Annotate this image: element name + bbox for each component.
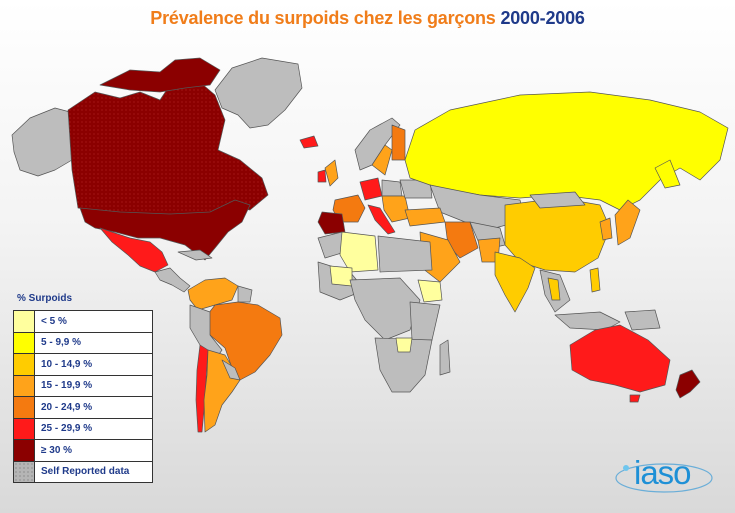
region-new-zealand [675,369,701,399]
region-thailand [547,277,561,301]
region-southern-africa [374,337,433,393]
region-india [494,251,536,313]
logo-orbit-icon [615,463,713,493]
region-korea [599,217,613,241]
region-balkans [381,195,411,223]
region-botswana [395,337,413,353]
region-poland [381,179,403,197]
region-paraguay [221,359,241,381]
region-ethiopia [417,279,443,303]
legend-label: ≥ 30 % [41,444,73,456]
region-iceland [299,135,319,149]
region-kamchatka [654,159,681,189]
map-title: Prévalence du surpoids chez les garçons … [0,8,735,29]
region-ireland [317,169,327,183]
region-tasmania [629,394,641,403]
legend-row: ≥ 30 % [14,440,152,462]
legend-row: 10 - 14,9 % [14,354,152,376]
legend-swatch [14,332,35,353]
region-indonesia [554,311,621,331]
region-italy [367,204,396,235]
iaso-logo: iaso [612,452,722,500]
legend-label: 25 - 29,9 % [41,423,93,435]
legend-label: 20 - 24,9 % [41,401,93,413]
region-usa [79,199,251,261]
legend-label: 5 - 9,9 % [41,337,82,349]
map-legend: % Surpoids < 5 % 5 - 9,9 % 10 - 14,9 % 15 -… [13,293,153,483]
region-australia [569,324,671,393]
region-venezuela-colombia [187,277,239,311]
legend-title: % Surpoids [17,293,73,304]
region-germany [359,177,383,201]
legend-swatch [14,461,35,482]
region-mali [329,265,353,287]
region-japan [614,199,641,246]
region-greenland [214,57,303,129]
region-central-africa [349,277,421,341]
legend-swatch [14,440,35,461]
logo-text: iaso [634,454,692,491]
region-alaska [11,107,73,177]
legend-label: 10 - 14,9 % [41,358,93,370]
legend-swatch [14,397,35,418]
legend-swatch [14,354,35,375]
region-algeria [339,231,379,273]
legend-label: < 5 % [41,315,67,327]
legend-row: 20 - 24,9 % [14,397,152,419]
title-main: Prévalence du surpoids chez les garçons [150,8,496,28]
region-finland [391,124,406,161]
region-east-africa [409,301,441,341]
region-cuba [177,249,213,261]
legend-row: < 5 % [14,311,152,333]
region-central-america [154,267,191,293]
legend-row: 5 - 9,9 % [14,332,152,354]
legend-row: 15 - 19,9 % [14,375,152,397]
legend-label: Self Reported data [41,466,130,478]
legend-swatch [14,418,35,439]
legend-label: 15 - 19,9 % [41,380,93,392]
region-mongolia [529,191,586,209]
region-guianas [237,285,253,303]
region-arctic-islands [99,57,221,93]
region-spain [317,211,346,235]
region-turkey [404,207,446,227]
legend-row: Self Reported data [14,461,152,482]
region-uk [324,159,339,187]
region-philippines [589,267,601,293]
legend-table: < 5 % 5 - 9,9 % 10 - 14,9 % 15 - 19,9 % 20 -… [13,310,153,483]
region-madagascar [439,339,451,376]
region-png [624,309,661,331]
legend-swatch [14,375,35,396]
legend-swatch [14,311,35,332]
region-libya-egypt [377,235,433,273]
region-mexico [99,227,169,273]
legend-row: 25 - 29,9 % [14,418,152,440]
title-years: 2000-2006 [500,8,585,28]
